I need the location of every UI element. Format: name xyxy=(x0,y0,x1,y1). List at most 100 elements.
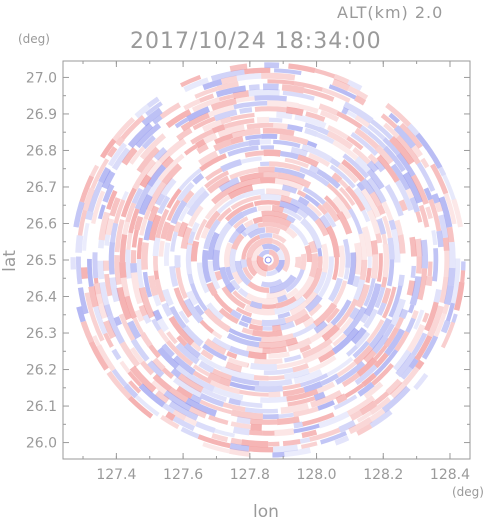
radar-field-segment xyxy=(318,349,336,363)
radar-field-segment xyxy=(321,243,329,273)
radar-field-segment xyxy=(263,171,279,179)
radar-field-segment xyxy=(98,239,105,249)
radar-field-segment xyxy=(341,106,349,115)
radar-field-segment xyxy=(360,178,375,195)
radar-field-segment xyxy=(130,272,144,305)
radar-field-segment xyxy=(136,146,160,173)
radar-field-segment xyxy=(413,309,425,330)
radar-field-segment xyxy=(146,159,163,178)
radar-field-segment xyxy=(284,308,308,324)
radar-field-segment xyxy=(376,154,400,183)
radar-field-segment xyxy=(261,210,289,220)
radar-field-segment xyxy=(132,159,157,191)
radar-field-segment xyxy=(354,95,367,106)
radar-field-segment xyxy=(231,233,245,251)
radar-field-segment xyxy=(180,226,193,250)
radar-field-segment xyxy=(82,187,95,212)
radar-field-segment xyxy=(269,117,283,123)
radar-field-segment xyxy=(283,368,310,380)
radar-field-segment xyxy=(405,187,415,199)
radar-field-segment xyxy=(434,201,444,213)
radar-field-segment xyxy=(108,142,127,167)
radar-field-segment xyxy=(313,302,338,328)
radar-field-segment xyxy=(350,327,367,345)
radar-field-segment xyxy=(218,140,250,155)
radar-field-segment xyxy=(160,221,171,240)
radar-field-segment xyxy=(389,298,406,326)
radar-field-segment xyxy=(272,444,299,453)
radar-field-segment xyxy=(93,282,102,295)
radar-field-segment xyxy=(205,167,223,181)
radar-field-segment xyxy=(336,211,353,235)
radar-field-segment xyxy=(342,306,367,337)
radar-field-segment xyxy=(347,85,369,101)
radar-field-segment xyxy=(182,190,195,204)
radar-field-segment xyxy=(214,428,235,438)
radar-field-segment xyxy=(199,153,227,172)
x-axis-label: lon xyxy=(253,502,279,521)
radar-field-segment xyxy=(187,205,204,228)
radar-field-segment xyxy=(161,302,173,317)
radar-field-segment xyxy=(263,149,281,157)
radar-field-segment xyxy=(297,196,310,207)
radar-field-segment xyxy=(79,320,94,344)
radar-field-segment xyxy=(127,122,154,149)
radar-field-segment xyxy=(390,163,411,191)
radar-field-segment xyxy=(285,268,305,293)
radar-field-segment xyxy=(320,430,348,445)
radar-field-segment xyxy=(415,132,431,150)
radar-field-segment xyxy=(272,233,287,244)
radar-field-segment xyxy=(111,147,131,171)
radar-field-segment xyxy=(460,270,466,283)
radar-field-segment xyxy=(348,416,373,435)
radar-field-segment xyxy=(237,287,249,298)
radar-field-segment xyxy=(211,124,226,134)
radar-field-segment xyxy=(113,316,123,326)
radar-field-segment xyxy=(119,341,141,368)
radar-field-segment xyxy=(280,402,309,414)
radar-field-segment xyxy=(80,267,89,280)
radar-field-segment xyxy=(309,427,341,442)
radar-field-segment xyxy=(134,394,160,417)
radar-field-segment xyxy=(436,230,444,248)
x-tick-label: 128.4 xyxy=(430,467,470,483)
radar-field-segment xyxy=(161,367,175,380)
radar-field-segment xyxy=(345,185,366,212)
radar-field-segment xyxy=(303,343,334,364)
radar-field-segment xyxy=(161,163,183,186)
radar-field-segment xyxy=(204,210,221,230)
radar-field-segment xyxy=(393,125,416,149)
radar-field-segment xyxy=(230,177,261,192)
radar-field-segment xyxy=(453,258,461,287)
radar-field-segment xyxy=(294,256,302,269)
radar-field-segment xyxy=(261,243,281,253)
radar-field-segment xyxy=(240,400,263,408)
radar-field-segment xyxy=(210,68,245,82)
radar-field-segment xyxy=(326,182,352,211)
radar-field-segment xyxy=(241,327,254,335)
radar-field-segment xyxy=(395,179,414,212)
radar-field-segment xyxy=(397,274,405,287)
radar-field-segment xyxy=(247,281,270,293)
radar-field-segment xyxy=(141,135,156,150)
radar-field-segment xyxy=(266,188,291,198)
radar-field-segment xyxy=(130,338,150,362)
radar-field-segment xyxy=(257,166,275,173)
radar-field-segment xyxy=(175,364,189,377)
radar-field-segment xyxy=(382,215,392,239)
radar-field-segment xyxy=(134,184,152,211)
radar-field-segment xyxy=(238,320,249,328)
radar-field-segment xyxy=(190,240,200,262)
radar-field-segment xyxy=(344,383,365,399)
radar-field-segment xyxy=(199,399,233,415)
radar-field-segment xyxy=(157,346,180,370)
radar-field-segment xyxy=(127,320,142,340)
radar-field-segment xyxy=(443,192,457,225)
radar-field-segment xyxy=(406,323,426,353)
radar-field-segment xyxy=(276,249,285,261)
radar-field-segment xyxy=(383,326,400,348)
radar-field-segment xyxy=(261,333,295,343)
radar-field-segment xyxy=(101,170,116,190)
radar-field-segment xyxy=(450,286,459,304)
radar-field-segment xyxy=(299,344,312,353)
